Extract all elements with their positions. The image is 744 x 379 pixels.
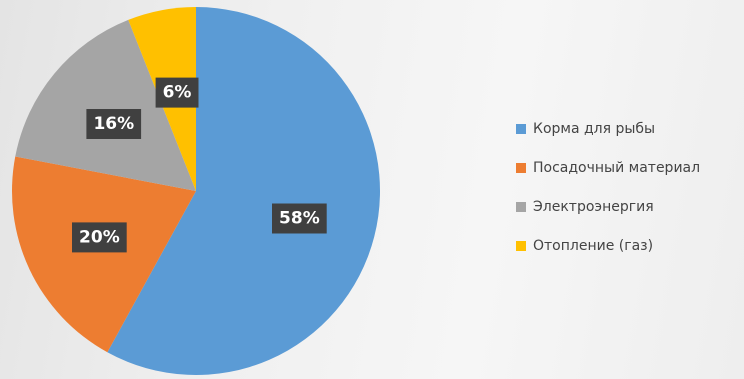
legend-item-fish-feed: Корма для рыбы [516, 118, 700, 139]
legend-swatch [516, 241, 526, 251]
data-label-fish-feed: 58% [272, 204, 327, 234]
data-label-text: 6% [163, 83, 192, 103]
legend-label: Электроэнергия [533, 199, 654, 215]
legend-swatch [516, 202, 526, 212]
legend: Корма для рыбы Посадочный материал Элект… [516, 118, 700, 274]
legend-label: Отопление (газ) [533, 238, 653, 254]
legend-label: Посадочный материал [533, 160, 700, 176]
data-label-text: 16% [93, 114, 134, 134]
legend-item-stocking-material: Посадочный материал [516, 157, 700, 178]
legend-swatch [516, 163, 526, 173]
legend-label: Корма для рыбы [533, 121, 655, 137]
legend-item-heating-gas: Отопление (газ) [516, 235, 700, 256]
legend-swatch [516, 124, 526, 134]
legend-item-electricity: Электроэнергия [516, 196, 700, 217]
data-label-electricity: 16% [86, 109, 141, 139]
data-label-heating-gas: 6% [156, 78, 199, 108]
data-label-text: 58% [279, 209, 320, 229]
data-label-stocking-material: 20% [72, 222, 127, 252]
data-label-text: 20% [79, 227, 120, 247]
